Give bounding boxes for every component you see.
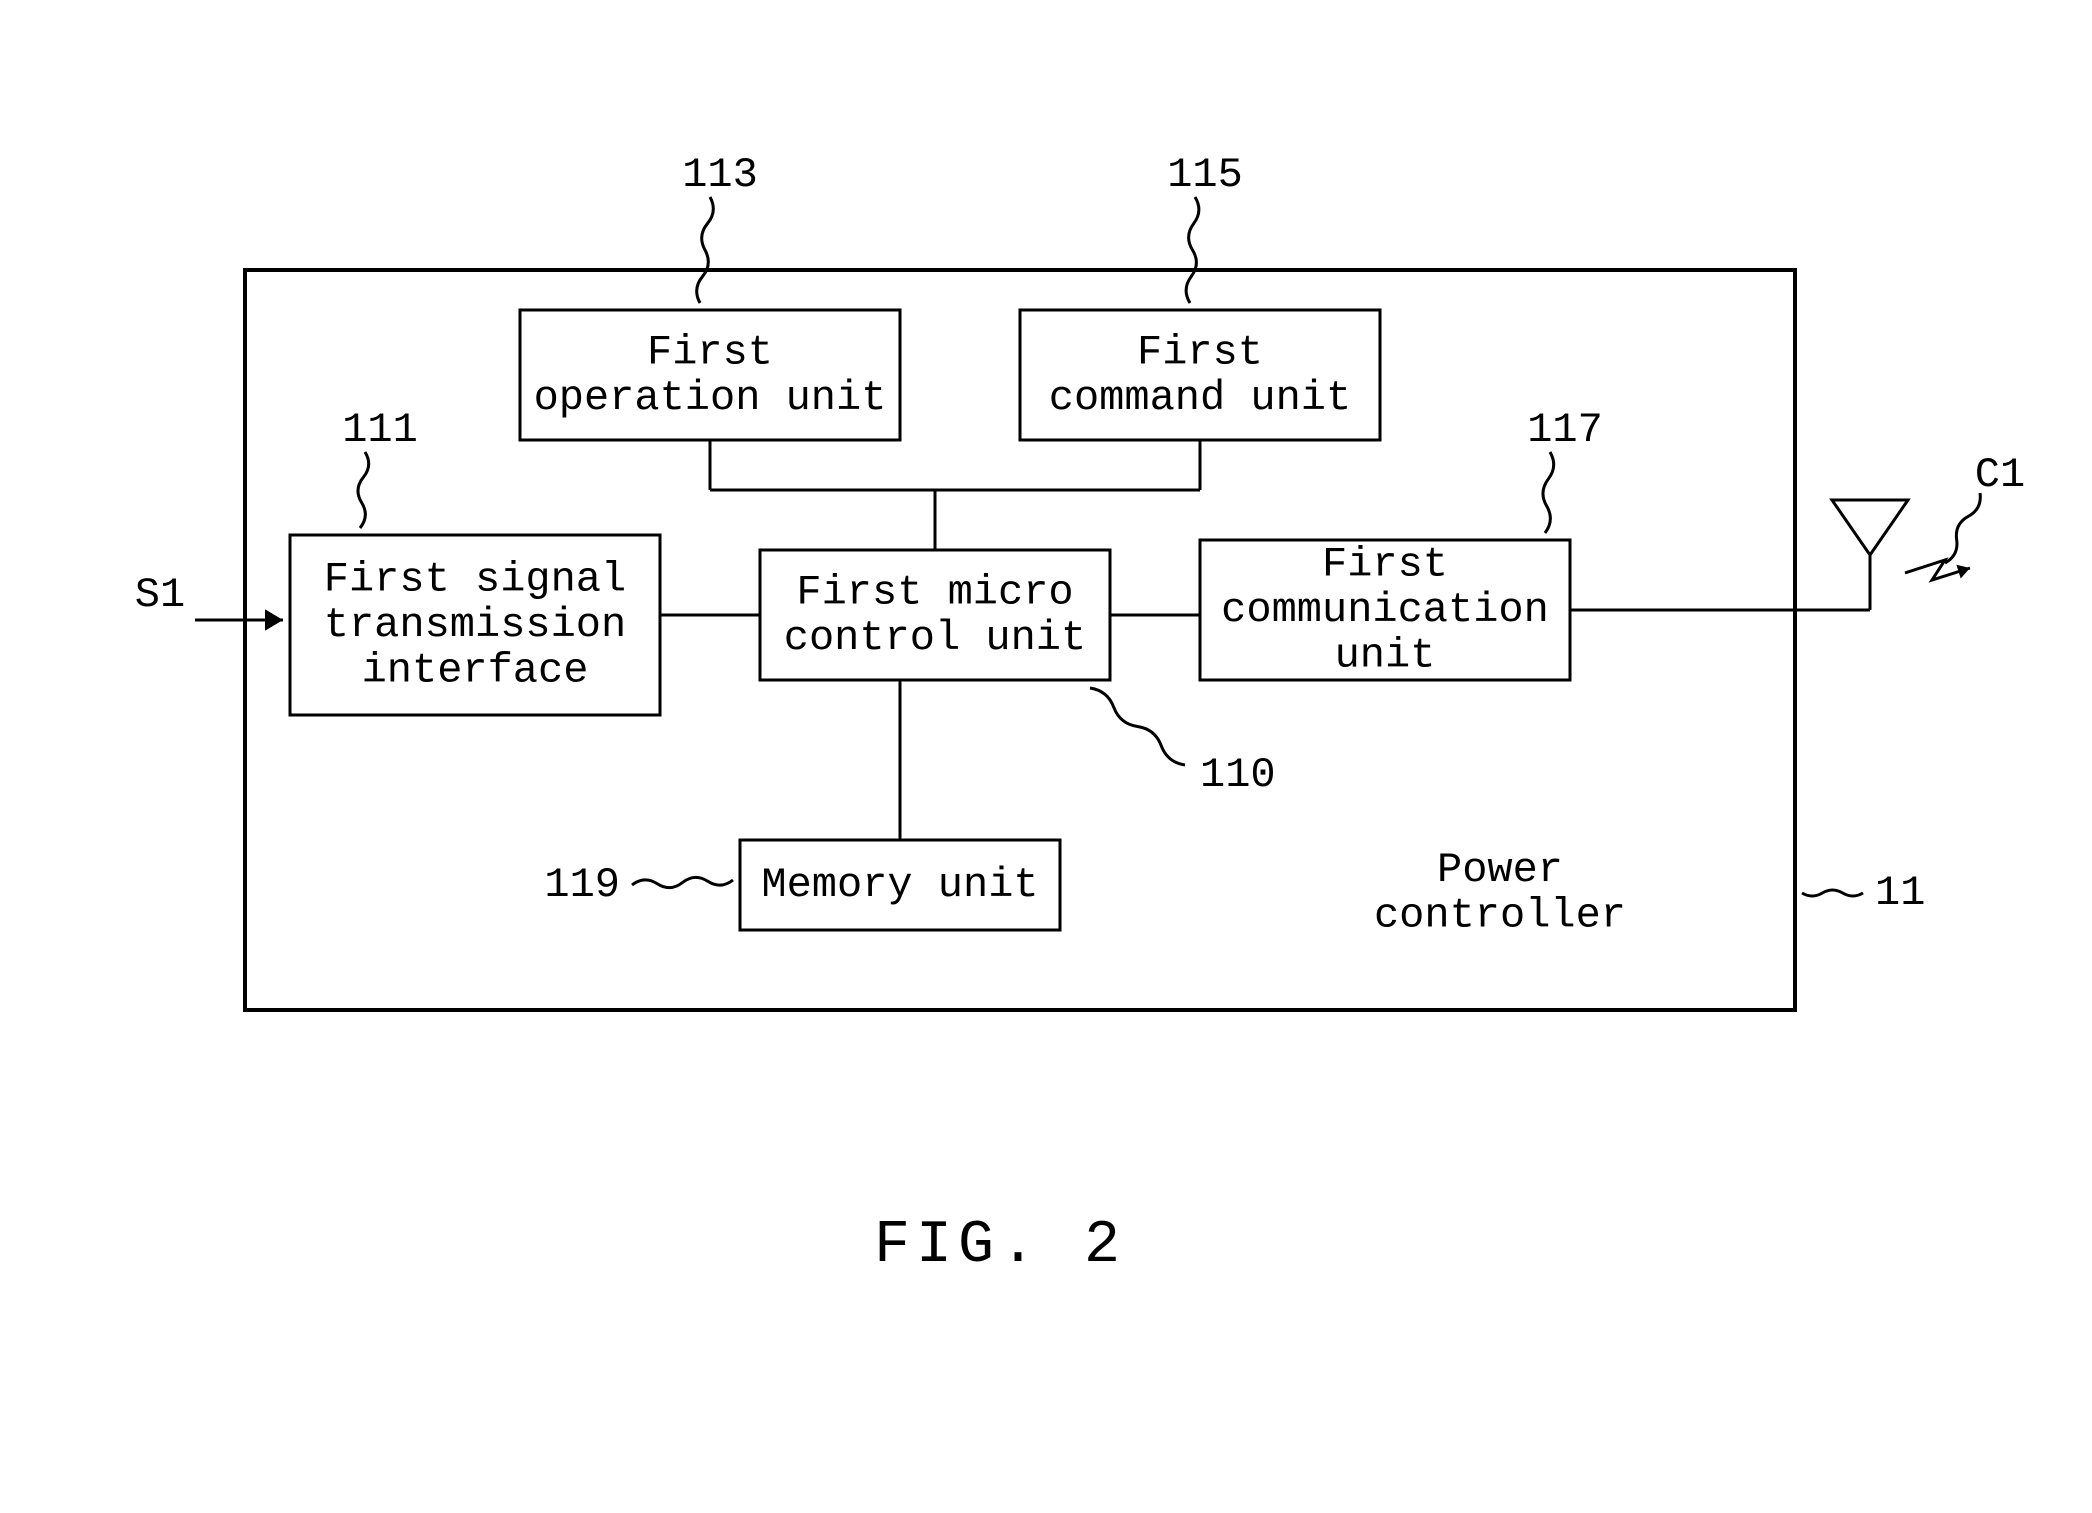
power-controller-label-1: controller	[1374, 891, 1626, 939]
ref-rS1: S1	[135, 571, 185, 619]
ref-r11: 11	[1875, 869, 1925, 917]
lead-11	[1802, 890, 1863, 896]
block-cmd-label-1: command unit	[1049, 374, 1351, 422]
antenna-icon	[1832, 500, 1908, 555]
power-controller-label-0: Power	[1437, 846, 1563, 894]
ref-r119: 119	[544, 861, 620, 909]
lead-C1	[1945, 493, 1980, 563]
ref-r110: 110	[1200, 751, 1276, 799]
block-op-label-1: operation unit	[534, 374, 887, 422]
block-comm-label-0: First	[1322, 541, 1448, 589]
ref-r111: 111	[342, 406, 418, 454]
block-cmd-label-0: First	[1137, 328, 1263, 376]
block-mcu-label-0: First micro	[796, 568, 1073, 616]
block-op-label-0: First	[647, 328, 773, 376]
block-comm-label-2: unit	[1335, 631, 1436, 679]
block-sig-label-1: transmission	[324, 601, 626, 649]
ref-r115: 115	[1167, 151, 1243, 199]
block-sig-label-0: First signal	[324, 556, 626, 604]
figure-caption: FIG. 2	[874, 1212, 1126, 1280]
ref-r113: 113	[682, 151, 758, 199]
block-comm-label-1: communication	[1221, 586, 1549, 634]
ref-rC1: C1	[1975, 451, 2025, 499]
ref-r117: 117	[1527, 406, 1603, 454]
block-mem-label-0: Memory unit	[761, 861, 1038, 909]
block-mcu-label-1: control unit	[784, 614, 1086, 662]
block-sig-label-2: interface	[362, 646, 589, 694]
